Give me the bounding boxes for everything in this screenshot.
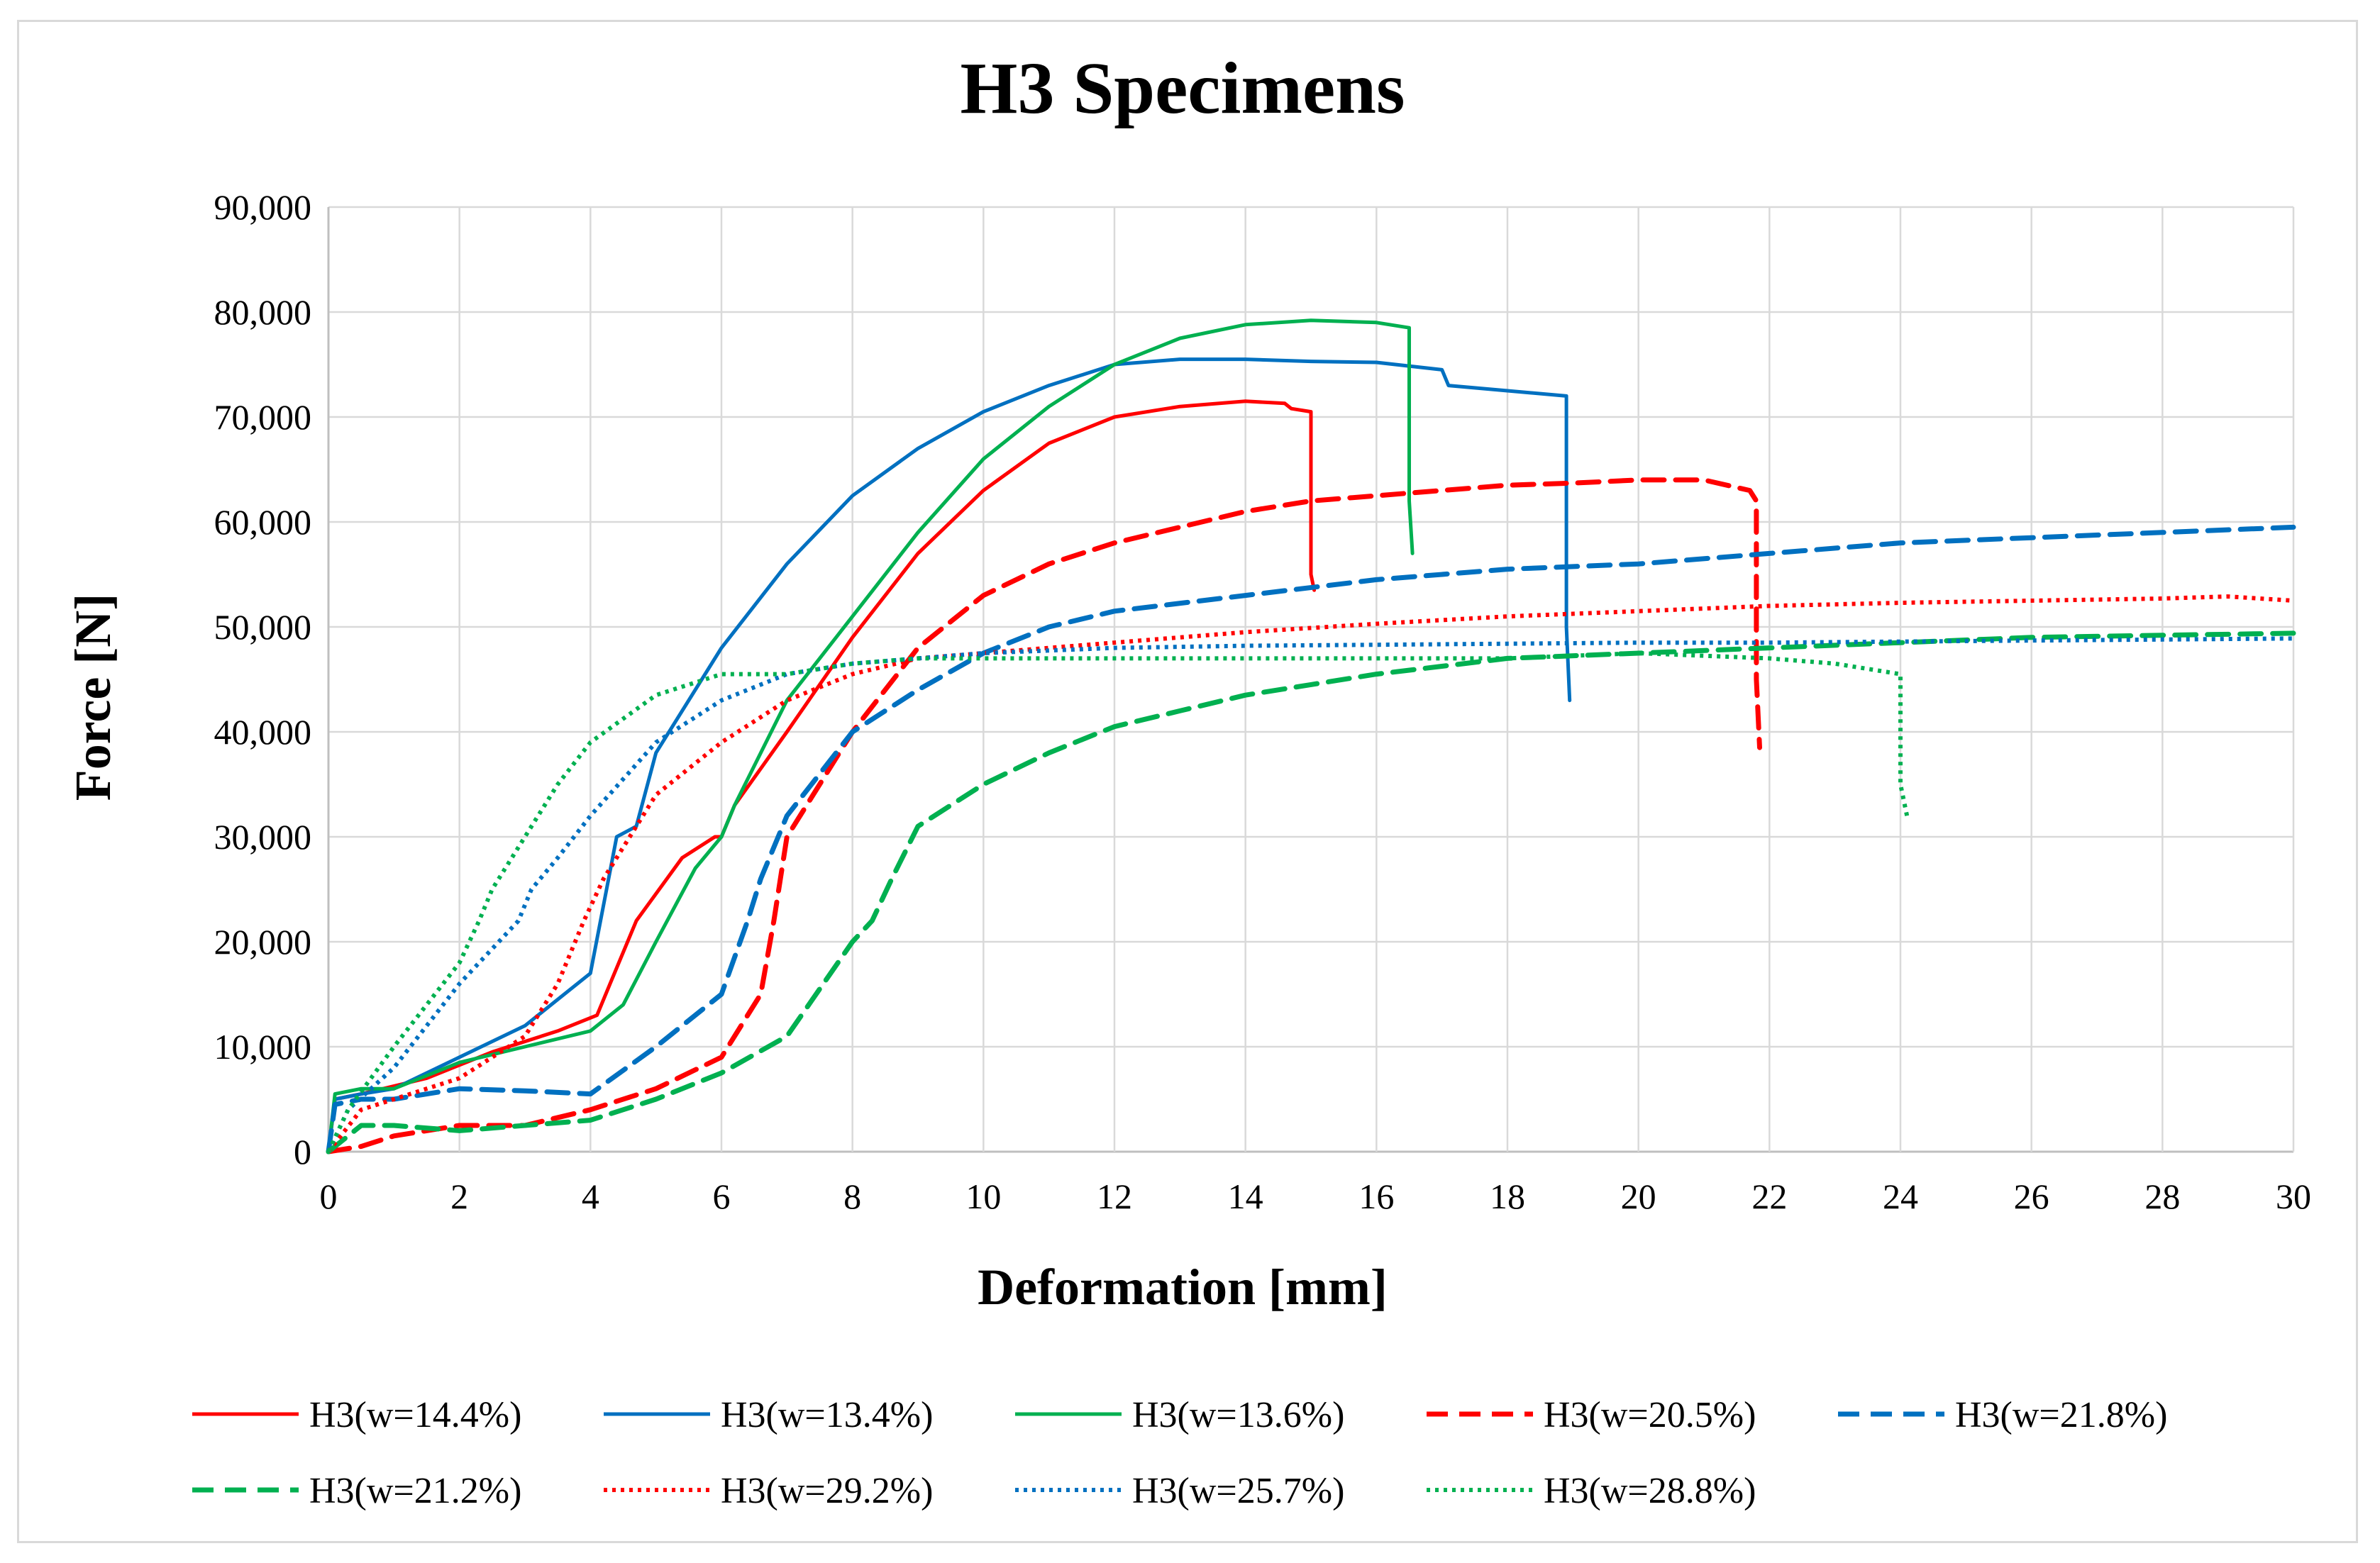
x-tick-label: 18 — [1490, 1177, 1525, 1216]
y-tick-label: 90,000 — [214, 187, 312, 227]
legend-label: H3(w=29.2%) — [721, 1471, 933, 1511]
y-tick-label: 10,000 — [214, 1027, 312, 1067]
chart: H3 Specimens 0 10,000 20,000 30,000 40,000 50… — [65, 48, 2312, 1511]
y-tick-label: 60,000 — [214, 502, 312, 542]
x-tick-label: 14 — [1228, 1177, 1263, 1216]
y-tick-label: 20,000 — [214, 922, 312, 962]
x-tick-label: 8 — [843, 1177, 861, 1216]
y-tick-label: 80,000 — [214, 292, 312, 332]
x-tick-label: 6 — [713, 1177, 731, 1216]
x-tick-label: 4 — [582, 1177, 599, 1216]
series-line-8 — [326, 636, 2294, 1153]
legend: H3(w=14.4%) H3(w=13.4%) H3(w=13.6%) H3(w=20… — [192, 1395, 2167, 1511]
x-tick-label: 26 — [2014, 1177, 2049, 1216]
x-tick-label: 16 — [1358, 1177, 1394, 1216]
x-axis-ticks: 0 2 4 6 8 10 12 14 16 18 20 22 24 26 28 30 — [320, 1177, 2312, 1216]
legend-label: H3(w=20.5%) — [1544, 1395, 1756, 1435]
grid — [327, 206, 2295, 1153]
series-line-4 — [326, 477, 1762, 1155]
legend-label: H3(w=13.6%) — [1132, 1395, 1344, 1435]
y-tick-label: 70,000 — [214, 397, 312, 437]
x-tick-label: 20 — [1621, 1177, 1656, 1216]
y-axis-ticks: 0 10,000 20,000 30,000 40,000 50,000 60,000 70,… — [214, 187, 312, 1172]
legend-label: H3(w=14.4%) — [309, 1395, 521, 1435]
x-tick-label: 12 — [1097, 1177, 1132, 1216]
series-line-9 — [326, 651, 1910, 1153]
plot-area — [326, 318, 2296, 1155]
legend-label: H3(w=21.2%) — [309, 1471, 521, 1511]
x-tick-label: 22 — [1751, 1177, 1787, 1216]
legend-label: H3(w=13.4%) — [721, 1395, 933, 1435]
series-line-1 — [326, 399, 1317, 1154]
x-tick-label: 24 — [1883, 1177, 1918, 1216]
y-tick-label: 50,000 — [214, 607, 312, 647]
legend-label: H3(w=25.7%) — [1132, 1471, 1344, 1511]
series-line-3 — [326, 318, 1415, 1154]
legend-label: H3(w=28.8%) — [1544, 1471, 1756, 1511]
y-axis-title: Force [N] — [65, 594, 121, 801]
x-tick-label: 30 — [2276, 1177, 2311, 1216]
chart-title: H3 Specimens — [961, 48, 1405, 129]
series-line-6 — [326, 630, 2296, 1155]
x-tick-label: 2 — [450, 1177, 468, 1216]
y-tick-label: 40,000 — [214, 712, 312, 752]
legend-label: H3(w=21.8%) — [1955, 1395, 2167, 1435]
series-line-2 — [326, 357, 1572, 1154]
x-tick-label: 10 — [965, 1177, 1001, 1216]
x-tick-label: 0 — [320, 1177, 338, 1216]
y-tick-label: 0 — [294, 1132, 311, 1172]
x-tick-label: 28 — [2144, 1177, 2180, 1216]
y-tick-label: 30,000 — [214, 817, 312, 857]
x-axis-title: Deformation [mm] — [978, 1259, 1388, 1316]
chart-frame: H3 Specimens 0 10,000 20,000 30,000 40,000 50… — [17, 20, 2358, 1543]
series-line-5 — [326, 524, 2296, 1155]
